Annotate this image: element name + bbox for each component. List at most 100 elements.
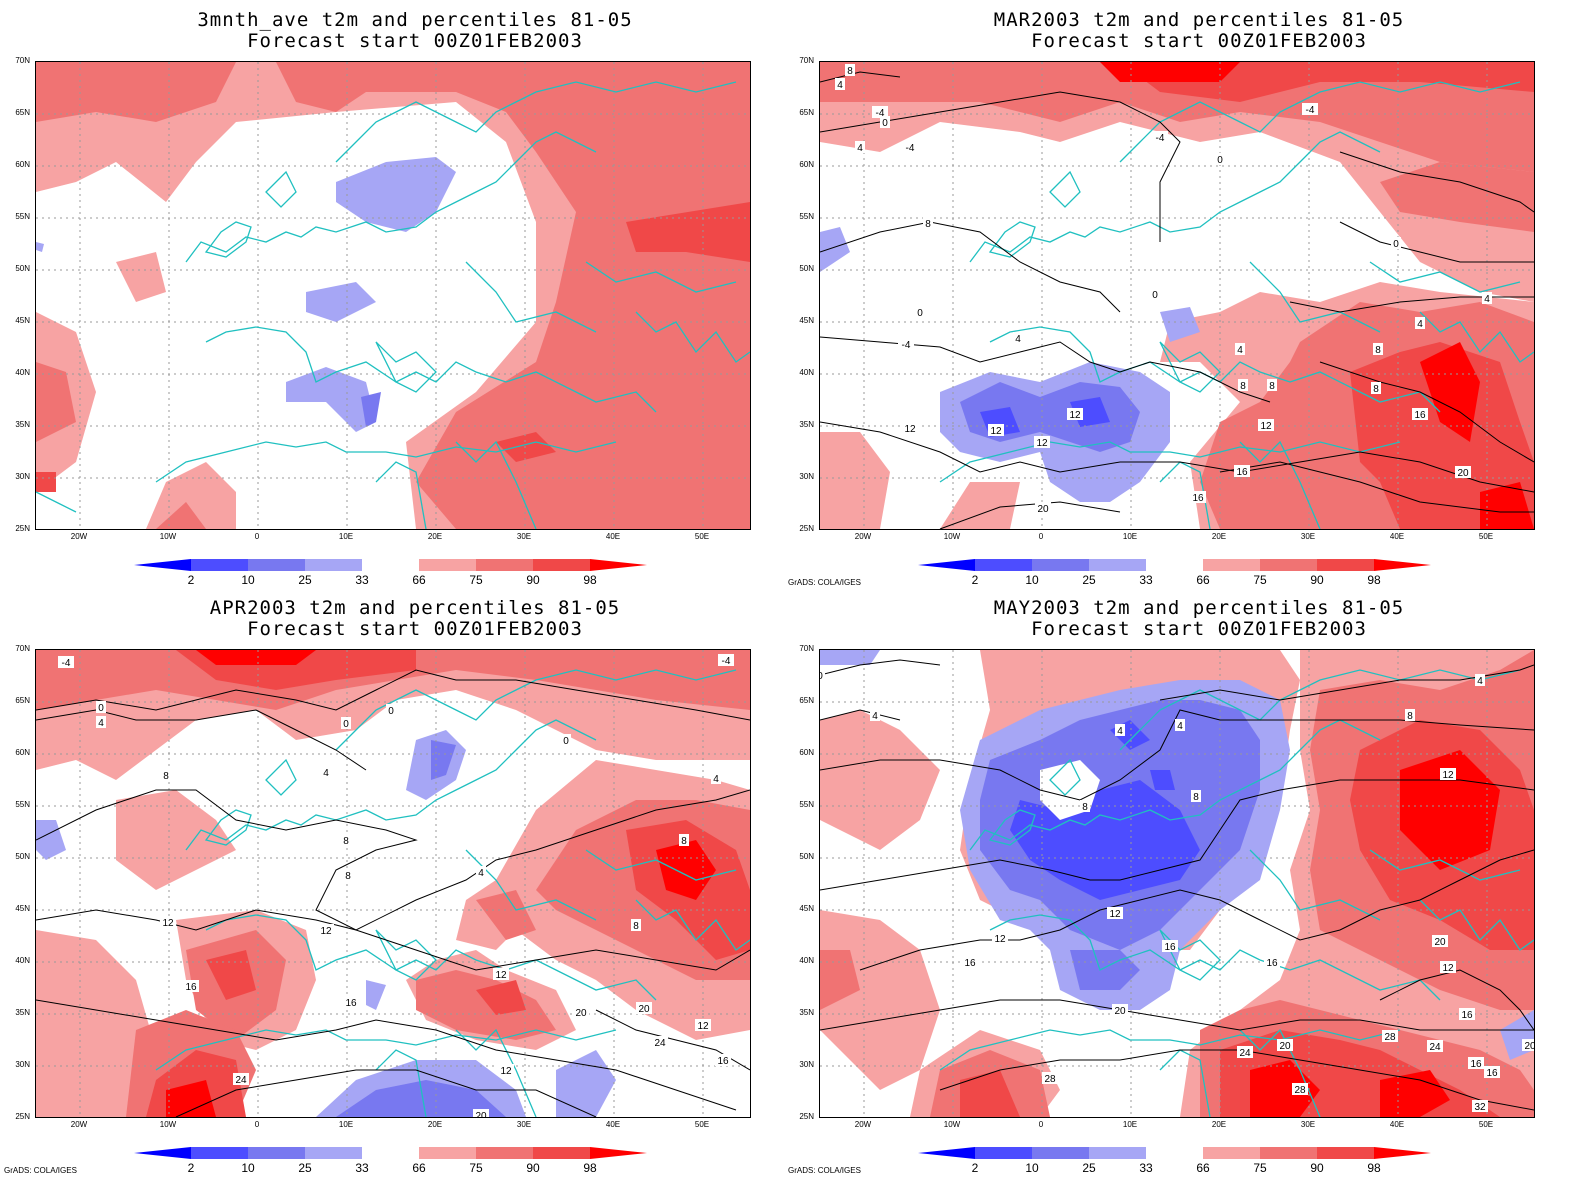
panel-apr2003: APR2003 t2m and percentiles 81-05 Foreca…	[0, 588, 790, 1178]
legend-label: 66	[1196, 573, 1210, 587]
legend-label: 90	[1310, 1161, 1324, 1175]
lat-label: 60N	[799, 160, 814, 169]
lat-label: 50N	[799, 852, 814, 861]
legend-label: 10	[1025, 573, 1039, 587]
map-plot-area	[35, 61, 751, 530]
lon-label: 50E	[1478, 1120, 1494, 1129]
lon-label: 20E	[427, 1120, 443, 1129]
legend-label: 2	[187, 1161, 195, 1175]
svg-text:12: 12	[904, 424, 916, 435]
panel-may2003: MAY2003 t2m and percentiles 81-05 Foreca…	[784, 588, 1574, 1178]
contour-label: 0	[1150, 288, 1160, 301]
svg-text:16: 16	[1164, 942, 1176, 953]
lat-label: 70N	[799, 644, 814, 653]
svg-text:12: 12	[500, 1066, 512, 1077]
contour-label: 4	[1175, 719, 1185, 732]
svg-text:24: 24	[235, 1075, 247, 1086]
contour-label: 4	[1475, 674, 1485, 687]
svg-text:28: 28	[1044, 1074, 1056, 1085]
panel-title-line2: Forecast start 00Z01FEB2003	[247, 618, 583, 640]
lat-label: 35N	[799, 420, 814, 429]
svg-text:8: 8	[681, 836, 687, 847]
svg-text:0: 0	[343, 719, 349, 730]
lat-label: 45N	[799, 316, 814, 325]
map-shading: 0 4 4 4 8 12 8 4 12 16 12 16 16 20 8 12 16 16 20 24 24 28 20 28…	[820, 650, 1534, 1117]
lat-label: 50N	[15, 852, 30, 861]
contour-label: 0	[386, 704, 396, 717]
contour-label: 16	[715, 1054, 731, 1067]
svg-text:8: 8	[1373, 384, 1379, 395]
credit-text: GrADS: COLA/IGES	[788, 1166, 861, 1175]
lon-label: 30E	[1300, 532, 1316, 541]
contour-label: 4	[711, 772, 721, 785]
svg-text:20: 20	[1279, 1041, 1291, 1052]
lon-label: 10W	[943, 1120, 961, 1129]
svg-text:4: 4	[1417, 319, 1423, 330]
contour-label: 0	[915, 306, 925, 319]
svg-text:16: 16	[1266, 958, 1278, 969]
lon-label: 40E	[1389, 532, 1405, 541]
lon-label: 20E	[1211, 532, 1227, 541]
svg-text:0: 0	[882, 118, 888, 129]
contour-label: 24	[233, 1073, 249, 1086]
contour-label: 8	[679, 834, 689, 847]
contour-label: 12	[1440, 768, 1456, 781]
svg-text:20: 20	[1457, 468, 1469, 479]
lon-label: 50E	[1478, 532, 1494, 541]
lat-label: 30N	[15, 1060, 30, 1069]
svg-text:12: 12	[1260, 421, 1272, 432]
svg-text:-4: -4	[62, 658, 71, 669]
svg-text:8: 8	[345, 871, 351, 882]
legend-label: 2	[187, 573, 195, 587]
lon-label: 0	[254, 1120, 260, 1129]
legend-label: 25	[1082, 573, 1096, 587]
lat-label: 25N	[799, 1112, 814, 1121]
lat-label: 55N	[15, 800, 30, 809]
svg-text:16: 16	[1414, 410, 1426, 421]
contour-label: 4	[321, 766, 331, 779]
legend-label: 90	[526, 1161, 540, 1175]
color-legend-bar	[134, 1147, 647, 1159]
lat-label: 60N	[15, 160, 30, 169]
contour-label: 12	[988, 424, 1004, 437]
contour-label: 8	[631, 919, 641, 932]
legend-label: 10	[241, 1161, 255, 1175]
svg-text:8: 8	[1193, 792, 1199, 803]
lon-label: 10E	[338, 532, 354, 541]
lon-label: 20W	[70, 1120, 88, 1129]
svg-text:28: 28	[690, 1116, 702, 1117]
svg-text:28: 28	[1384, 1032, 1396, 1043]
contour-label: 16	[962, 956, 978, 969]
legend-label: 75	[469, 1161, 483, 1175]
svg-text:12: 12	[1036, 438, 1048, 449]
contour-label: 4	[855, 141, 865, 154]
svg-text:24: 24	[1429, 1042, 1441, 1053]
map-shading	[36, 62, 750, 529]
panel-title-line2: Forecast start 00Z01FEB2003	[1031, 618, 1367, 640]
lon-label: 10W	[159, 532, 177, 541]
contour-label: 24	[1237, 1046, 1253, 1059]
lon-label: 20W	[854, 532, 872, 541]
contour-label: 16	[1234, 465, 1250, 478]
map-plot-area: -4 0 4 0 0 4 8 8 4 8 12 8 12 16 12 16 20 12 20 24 24 16 12 20 28…	[35, 649, 751, 1118]
contour-label: 24	[1427, 1040, 1443, 1053]
svg-text:20: 20	[1524, 1041, 1534, 1052]
svg-text:16: 16	[717, 1056, 729, 1067]
contour-label: 28	[1382, 1030, 1398, 1043]
svg-text:0: 0	[820, 671, 823, 682]
contour-label: 4	[1115, 724, 1125, 737]
contour-label: 16	[1412, 408, 1428, 421]
contour-label: 0	[561, 734, 571, 747]
contour-label: 8	[343, 869, 353, 882]
lat-label: 40N	[15, 368, 30, 377]
lon-label: 30E	[516, 1120, 532, 1129]
contour-label: 12	[498, 1064, 514, 1077]
contour-label: 24	[652, 1036, 668, 1049]
svg-text:-4: -4	[722, 656, 731, 667]
svg-text:-4: -4	[906, 143, 915, 154]
contour-label: 0	[341, 717, 351, 730]
lat-label: 70N	[15, 56, 30, 65]
legend-label: 33	[1139, 1161, 1153, 1175]
contour-label: 0	[96, 701, 106, 714]
